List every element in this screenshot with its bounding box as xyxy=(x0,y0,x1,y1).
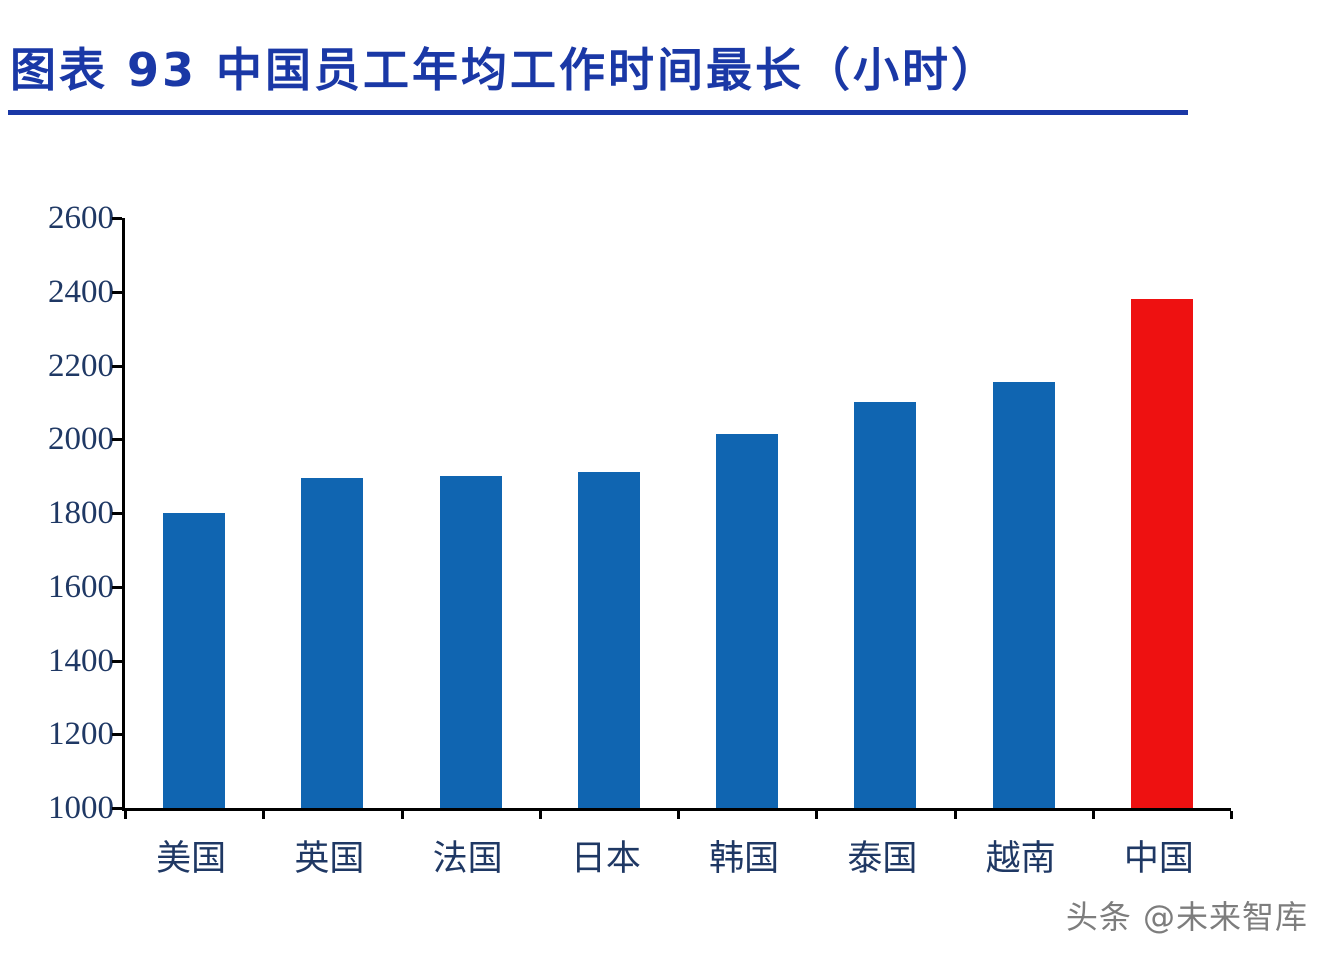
x-tick-mark xyxy=(1230,811,1233,819)
y-tick-label: 2000 xyxy=(48,421,114,458)
y-tick-label: 1200 xyxy=(48,716,114,753)
bar-slot xyxy=(955,218,1093,808)
x-tick-label: 泰国 xyxy=(847,839,918,878)
y-tick-mark xyxy=(112,585,122,589)
bar-slot xyxy=(816,218,954,808)
bar-英国 xyxy=(301,477,364,808)
x-tick-mark xyxy=(953,811,957,819)
y-tick-mark xyxy=(112,364,122,368)
y-tick-label: 2600 xyxy=(48,200,114,236)
x-tick-label: 法国 xyxy=(432,839,503,878)
x-tick-mark xyxy=(124,811,127,819)
x-tick-label: 美国 xyxy=(156,839,227,878)
x-tick-mark xyxy=(677,811,680,819)
x-tick-label: 中国 xyxy=(1123,839,1194,878)
bar-slot xyxy=(402,218,540,808)
bar-中国 xyxy=(1130,299,1193,808)
x-axis-labels: 美国 英国 法国 日本 韩国 泰国 越南 中国 xyxy=(122,830,1228,881)
bar-日本 xyxy=(577,472,640,808)
x-tick-mark xyxy=(262,811,266,819)
bar-slot xyxy=(125,218,263,808)
y-tick-mark xyxy=(112,290,122,294)
bar-slot xyxy=(540,218,678,808)
x-tick-mark xyxy=(815,811,819,819)
y-axis-labels: 2600 2400 2200 2000 1800 1600 1400 1200 1000 xyxy=(28,200,114,826)
watermark: 头条 @未来智库 xyxy=(1065,898,1308,936)
x-tick-label: 越南 xyxy=(985,839,1056,878)
y-tick-label: 1400 xyxy=(48,642,114,679)
bar-越南 xyxy=(992,382,1055,808)
x-tick-mark xyxy=(1091,811,1095,819)
y-tick-label: 2400 xyxy=(48,273,114,310)
bar-泰国 xyxy=(854,402,917,808)
y-tick-label: 1600 xyxy=(48,568,114,605)
y-tick-label: 2200 xyxy=(48,347,114,384)
bar-美国 xyxy=(163,513,226,808)
y-tick-mark xyxy=(112,733,122,737)
x-tick-mark xyxy=(400,811,404,819)
bar-slot xyxy=(1093,218,1231,808)
bar-韩国 xyxy=(716,433,779,808)
x-tick-label: 日本 xyxy=(570,839,641,878)
y-tick-mark xyxy=(112,512,122,515)
y-tick-label: 1000 xyxy=(48,790,114,826)
bar-slot xyxy=(263,218,401,808)
y-tick-mark xyxy=(112,438,122,442)
x-tick-label: 英国 xyxy=(294,839,365,878)
bar-slot xyxy=(678,218,816,808)
y-tick-mark xyxy=(112,217,122,220)
y-tick-mark xyxy=(112,659,122,663)
title-divider xyxy=(8,110,1188,115)
plot-area xyxy=(122,218,1231,811)
bar-法国 xyxy=(439,476,502,808)
y-tick-label: 1800 xyxy=(48,495,114,531)
x-tick-mark xyxy=(538,811,542,819)
x-tick-label: 韩国 xyxy=(709,839,780,878)
y-tick-mark xyxy=(112,807,122,810)
chart-title: 图表 93 中国员工年均工作时间最长（小时） xyxy=(10,43,1001,97)
